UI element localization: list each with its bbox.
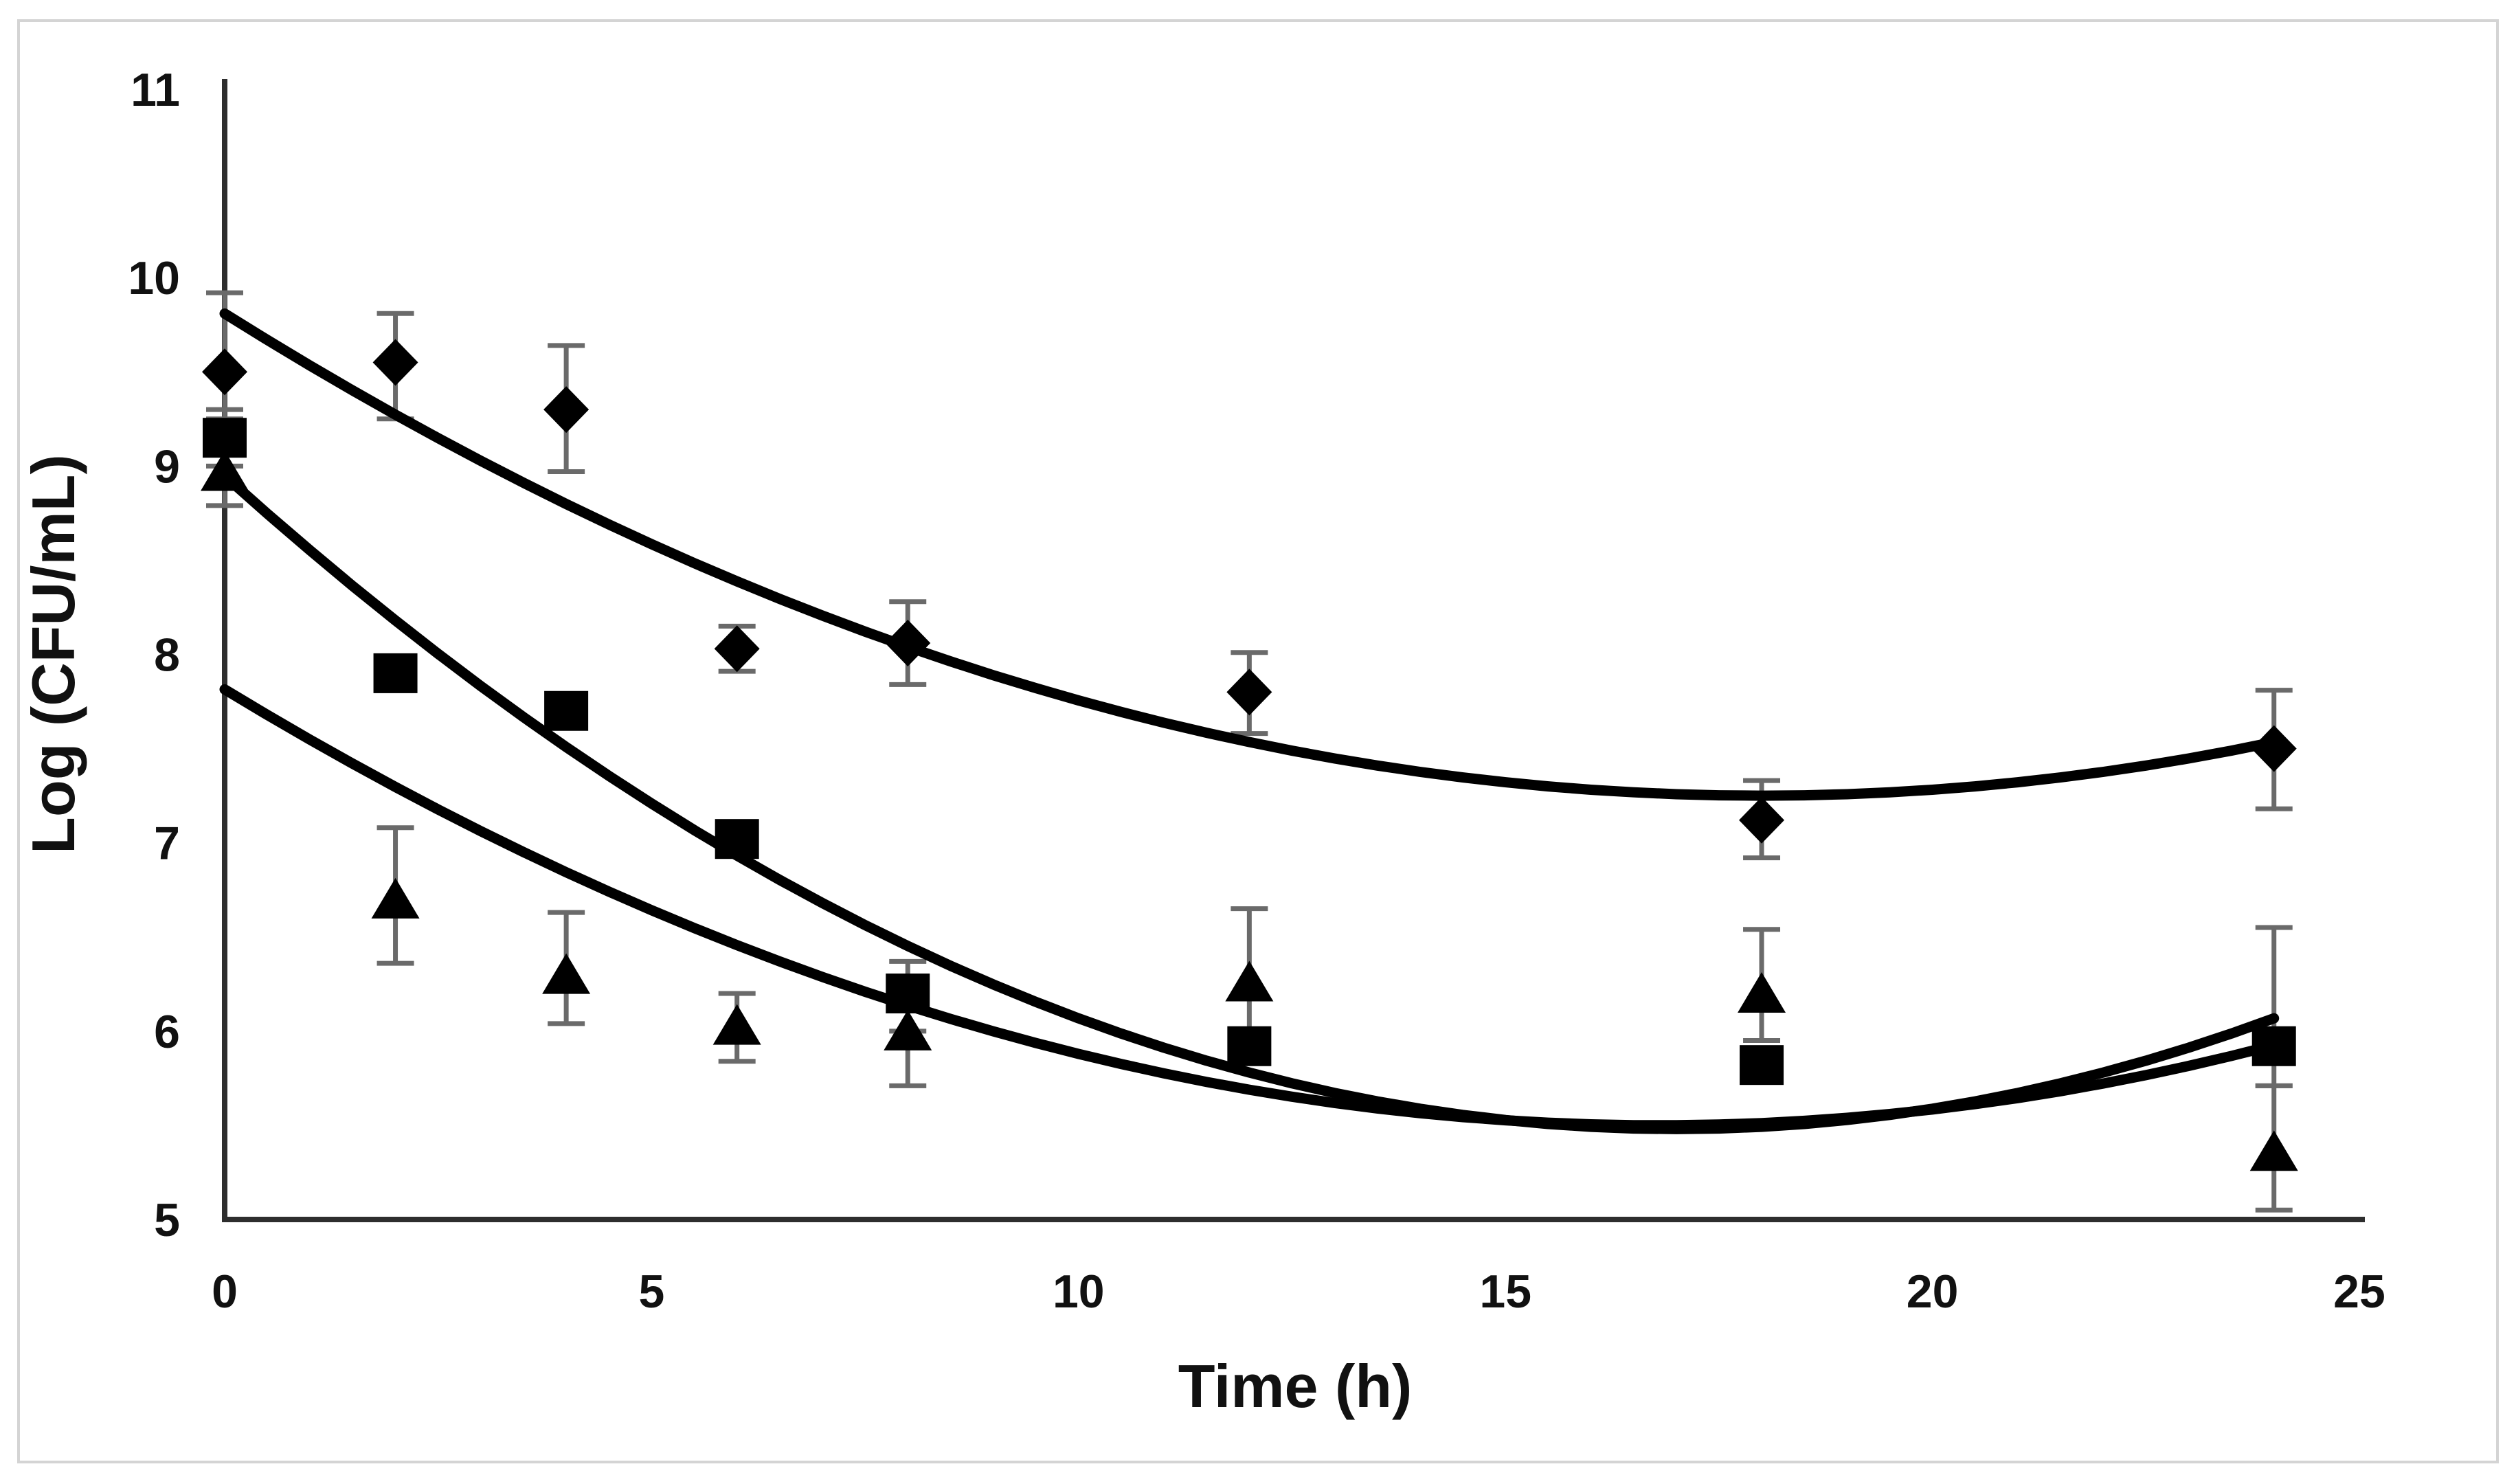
triangle-marker <box>542 953 591 994</box>
trend-line-triangle <box>219 684 2280 1131</box>
diamond-marker <box>202 348 247 396</box>
trend-lines <box>219 308 2280 1134</box>
diamond-marker <box>2251 725 2297 772</box>
series-square <box>203 418 2296 1086</box>
x-tick-label: 25 <box>2333 1266 2385 1318</box>
triangle-marker <box>2249 1130 2298 1171</box>
square-marker <box>373 653 418 693</box>
triangle-marker <box>712 1004 761 1045</box>
error-bars-diamond <box>206 290 2293 861</box>
square-marker <box>544 690 589 731</box>
data-markers <box>201 339 2298 1171</box>
triangle-marker <box>1738 971 1786 1013</box>
figure-border <box>17 19 2499 1463</box>
x-tick-label: 10 <box>1053 1266 1105 1318</box>
square-marker <box>1227 1026 1272 1066</box>
triangle-marker <box>884 1009 932 1050</box>
y-tick-label: 8 <box>154 629 180 681</box>
triangle-marker <box>201 450 249 491</box>
square-marker <box>715 819 759 859</box>
diamond-marker <box>885 620 931 667</box>
diamond-marker <box>543 386 589 434</box>
x-axis-title: Time (h) <box>1178 1352 1413 1420</box>
series-diamond <box>202 339 2297 844</box>
y-tick-label: 5 <box>154 1194 180 1246</box>
x-tick-label: 20 <box>1907 1266 1959 1318</box>
square-marker <box>886 973 930 1013</box>
triangle-marker <box>371 877 420 919</box>
y-axis-title: Log (CFU/mL) <box>19 454 87 854</box>
series-triangle <box>201 450 2298 1171</box>
diamond-marker <box>714 625 760 673</box>
trend-line-diamond <box>219 308 2280 801</box>
diamond-marker <box>1739 796 1785 844</box>
x-tick-label: 0 <box>212 1266 238 1318</box>
y-tick-label: 9 <box>154 440 180 493</box>
triangle-marker <box>1225 960 1274 1002</box>
y-tick-label: 6 <box>154 1006 180 1058</box>
y-tick-label: 10 <box>128 252 180 304</box>
square-marker <box>1740 1045 1784 1086</box>
x-tick-label: 5 <box>638 1266 664 1318</box>
y-tick-label: 11 <box>131 64 180 116</box>
x-tick-label: 15 <box>1479 1266 1531 1318</box>
diamond-marker <box>372 339 418 386</box>
y-tick-label: 7 <box>154 818 180 870</box>
diamond-marker <box>1226 668 1272 716</box>
square-marker <box>2251 1026 2296 1066</box>
